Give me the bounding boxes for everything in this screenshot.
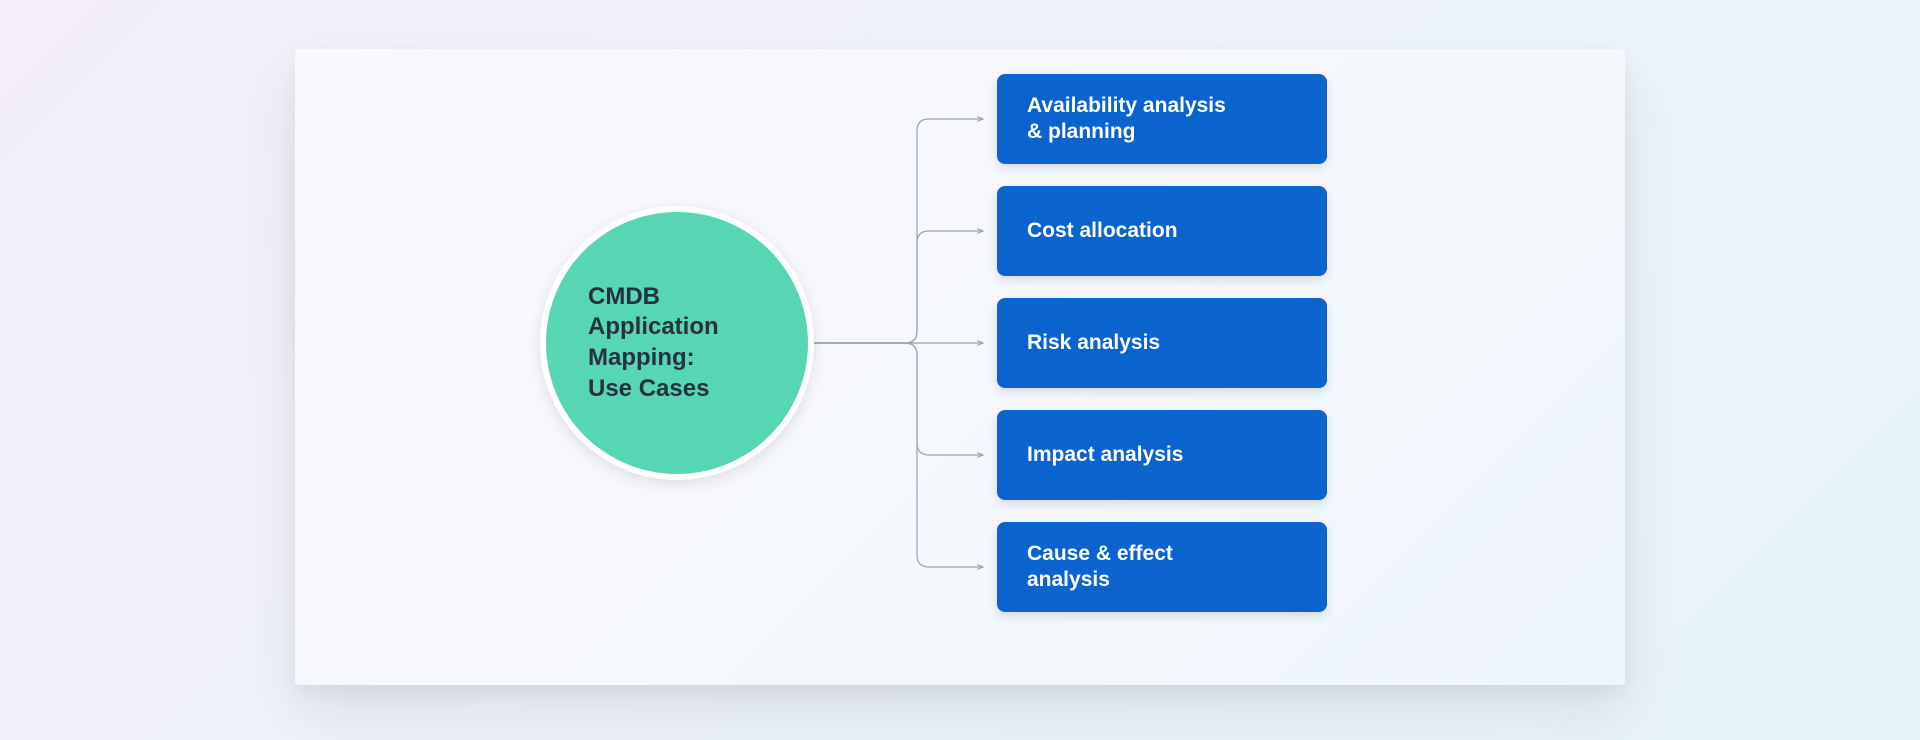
- use-case-label: Impact analysis: [1027, 442, 1183, 468]
- use-case-label: Availability analysis & planning: [1027, 93, 1226, 146]
- source-circle: CMDB Application Mapping: Use Cases: [546, 212, 808, 474]
- use-case-label: Risk analysis: [1027, 330, 1160, 356]
- use-case-label: Cost allocation: [1027, 218, 1178, 244]
- source-circle-label: CMDB Application Mapping: Use Cases: [588, 282, 719, 405]
- use-case-box: Cost allocation: [997, 186, 1327, 276]
- use-case-box: Risk analysis: [997, 298, 1327, 388]
- diagram-card: CMDB Application Mapping: Use Cases Avai…: [295, 49, 1625, 685]
- use-case-label: Cause & effect analysis: [1027, 541, 1173, 594]
- source-circle-wrap: CMDB Application Mapping: Use Cases: [540, 206, 814, 480]
- use-case-box: Cause & effect analysis: [997, 522, 1327, 612]
- use-case-box: Availability analysis & planning: [997, 74, 1327, 164]
- use-case-box: Impact analysis: [997, 410, 1327, 500]
- connector-lines: [295, 49, 1625, 685]
